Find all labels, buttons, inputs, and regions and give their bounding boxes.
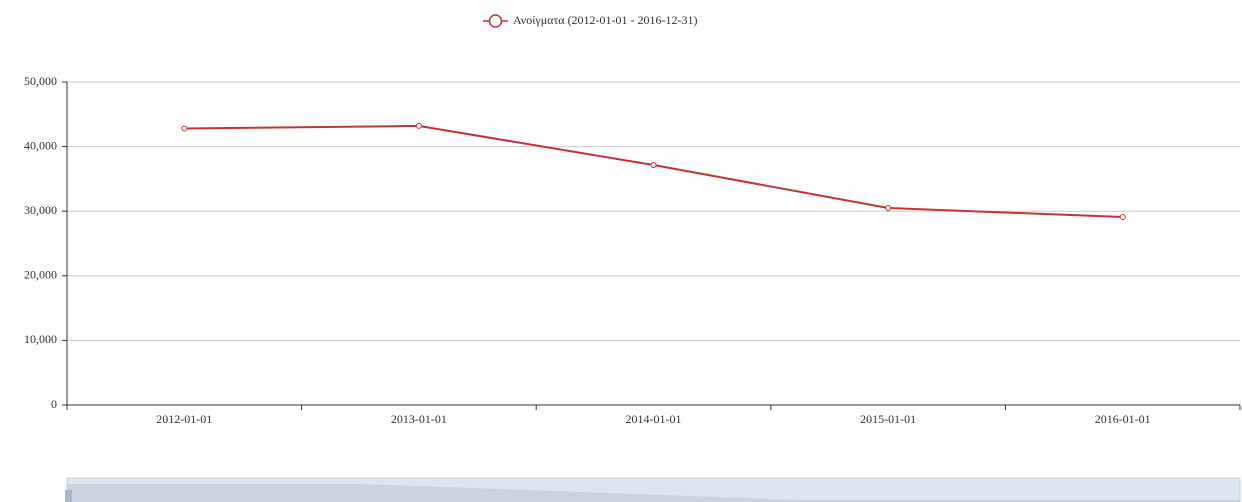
series-line	[184, 124, 1123, 219]
legend-label: Ανοίγματα (2012-01-01 - 2016-12-31)	[513, 13, 698, 27]
point	[650, 162, 657, 169]
point	[415, 122, 422, 129]
zoom-handle[interactable]	[65, 490, 72, 502]
y-tick-label: 10,000	[24, 332, 57, 346]
y-tick-label: 0	[51, 397, 57, 411]
y-tick-label: 20,000	[24, 268, 57, 282]
point	[885, 204, 892, 211]
x-tick-label: 2016-01-01	[1095, 412, 1151, 426]
x-tick-label: 2015-01-01	[860, 412, 916, 426]
data-zoom[interactable]	[65, 477, 1241, 502]
zoom-shadow	[67, 484, 1240, 502]
point	[181, 125, 188, 132]
y-tick-label: 40,000	[24, 138, 57, 152]
legend-marker	[488, 14, 503, 28]
x-tick-label: 2014-01-01	[626, 412, 682, 426]
y-tick-label: 30,000	[24, 203, 57, 217]
point	[1119, 214, 1126, 221]
y-tick-label: 50,000	[24, 74, 57, 88]
x-tick-label: 2012-01-01	[156, 412, 212, 426]
x-tick-label: 2013-01-01	[391, 412, 447, 426]
